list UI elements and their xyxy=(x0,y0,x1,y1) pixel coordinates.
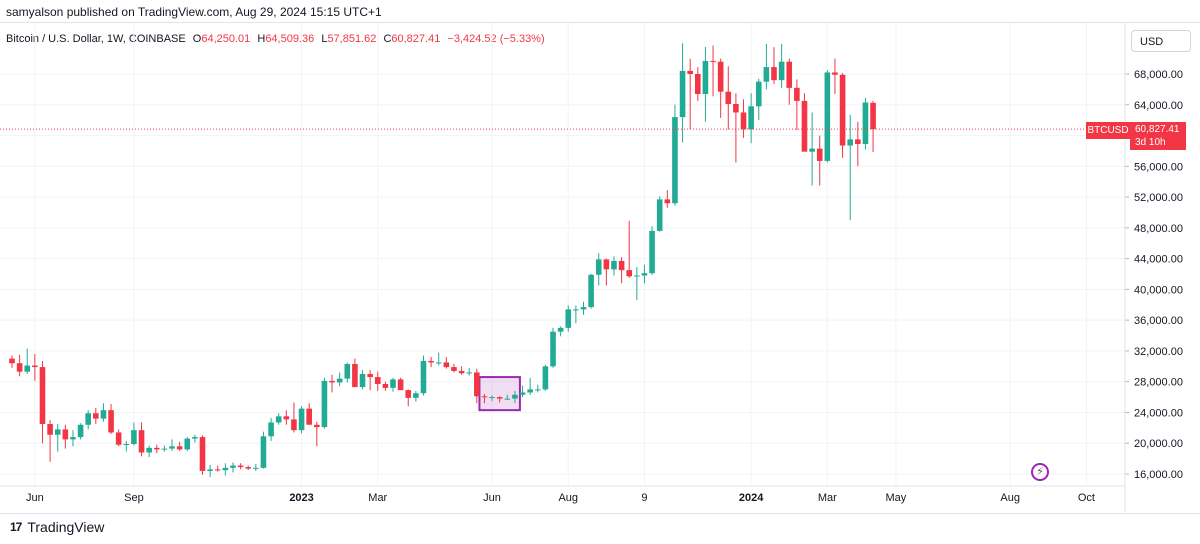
close-value: 60,827.41 xyxy=(391,33,441,45)
tradingview-logo-icon: 17 xyxy=(10,520,22,534)
bar-countdown: 3d 10h xyxy=(1135,137,1166,148)
last-price-ticker-label: BTCUSD xyxy=(1086,122,1130,139)
symbol-legend: Bitcoin / U.S. Dollar, 1W, COINBASE O64,… xyxy=(6,33,545,45)
lightning-icon[interactable]: ⚡ xyxy=(1031,463,1049,481)
footer-brand-text: TradingView xyxy=(27,519,105,535)
last-price-label: 60,827.41 3d 10h xyxy=(1130,122,1186,150)
chart-panel[interactable] xyxy=(0,22,1200,514)
open-value: 64,250.01 xyxy=(201,33,251,45)
open-label: O xyxy=(192,33,202,45)
symbol-name: Bitcoin / U.S. Dollar, 1W, COINBASE xyxy=(6,33,186,45)
high-label: H xyxy=(257,33,266,45)
high-value: 64,509.36 xyxy=(265,33,315,45)
change-value: −3,424.52 (−5.33%) xyxy=(447,33,545,45)
low-label: L xyxy=(321,33,328,45)
last-price-value: 60,827.41 xyxy=(1135,124,1180,135)
low-value: 57,851.62 xyxy=(327,33,377,45)
close-label: C xyxy=(383,33,392,45)
publisher-line: samyalson published on TradingView.com, … xyxy=(6,5,382,19)
footer-branding: 17 TradingView xyxy=(10,519,104,535)
currency-button[interactable]: USD xyxy=(1131,30,1191,52)
